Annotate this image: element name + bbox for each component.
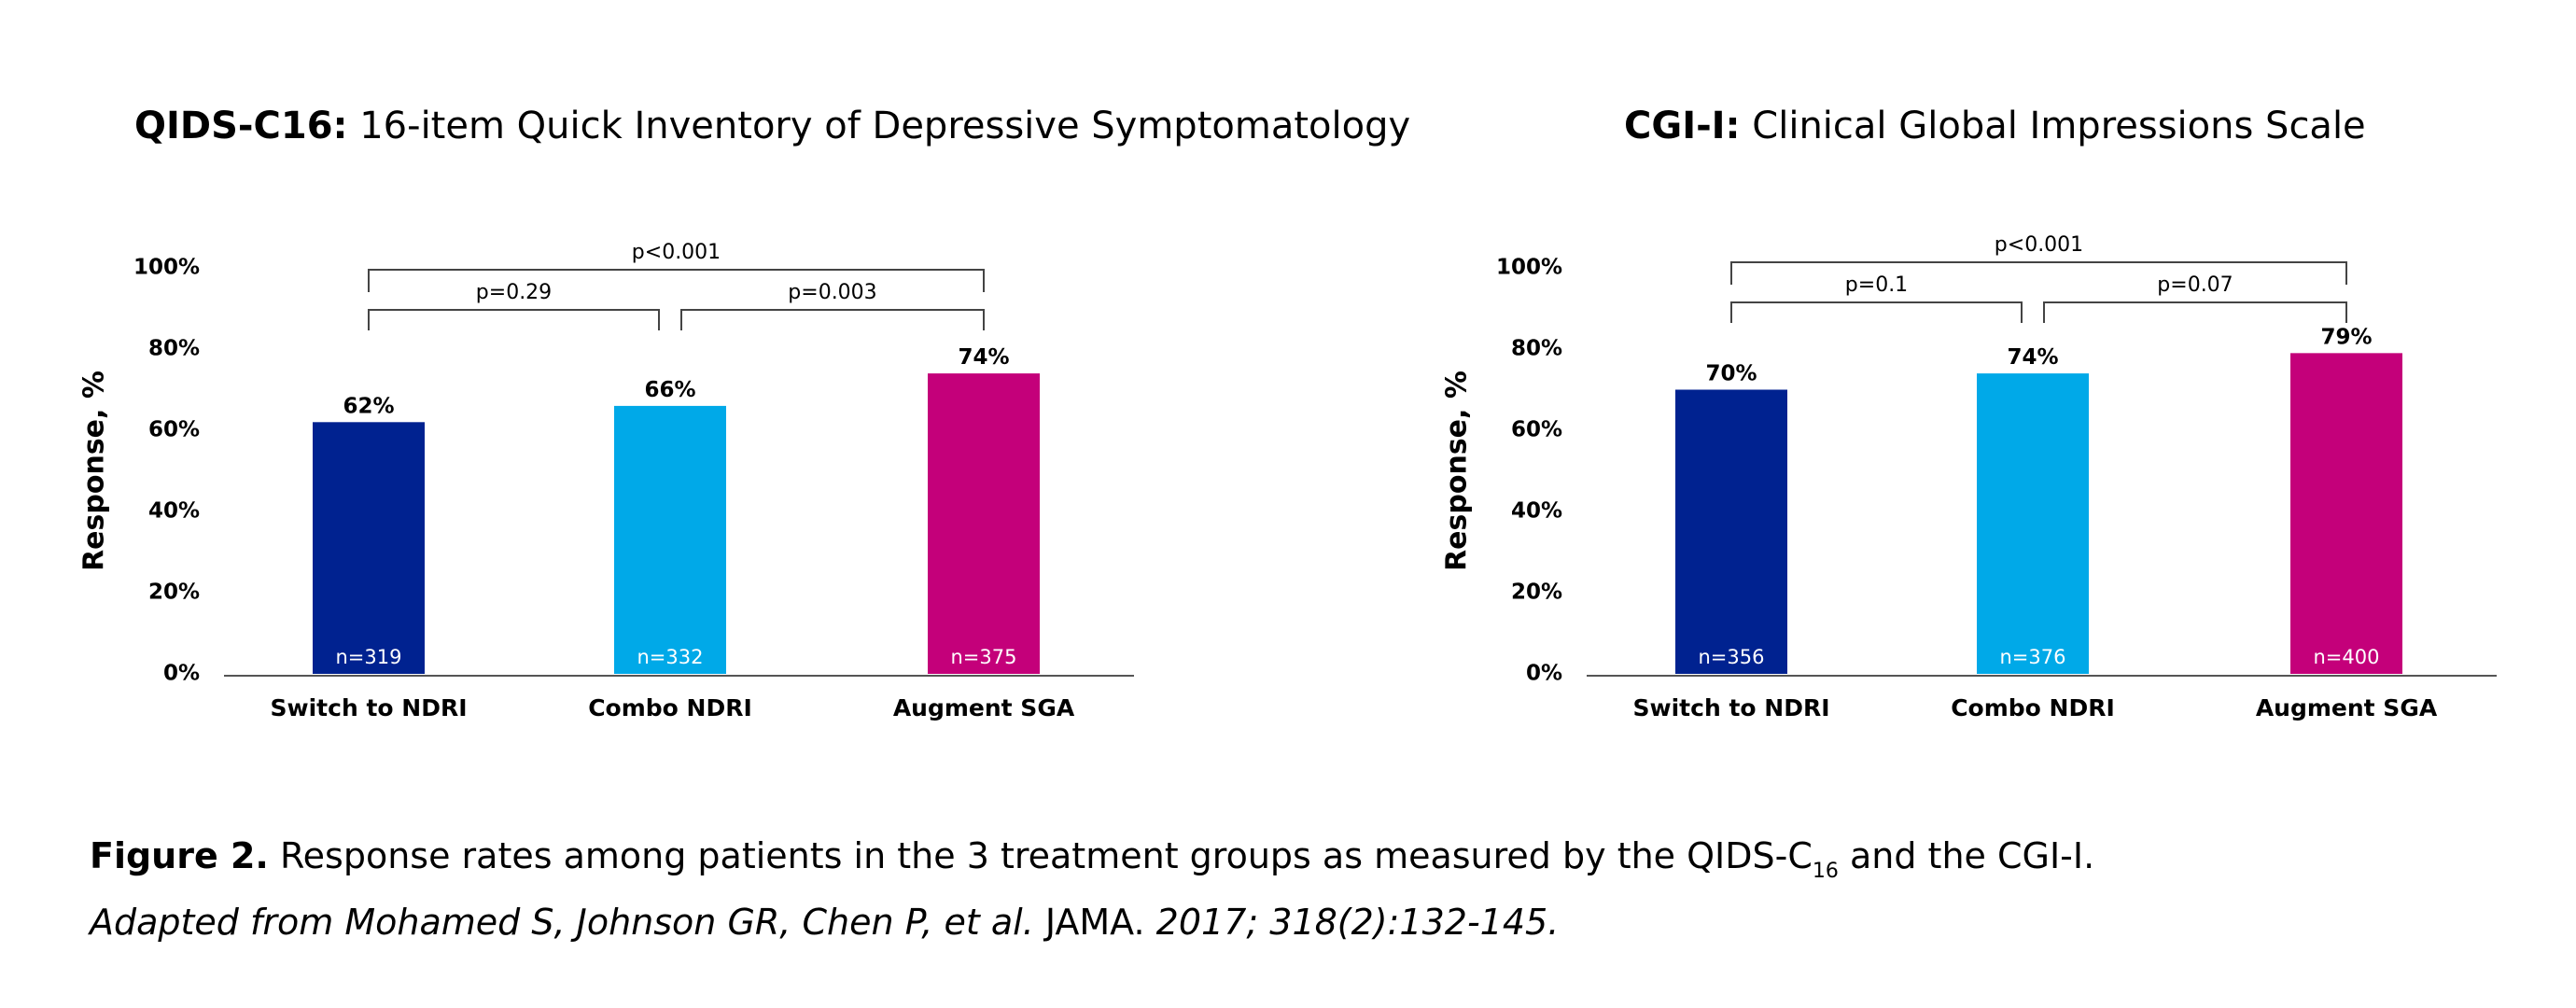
- y-tick-label: 20%: [1511, 581, 1562, 605]
- citation-tail: 2017; 318(2):132-145.: [1155, 902, 1560, 943]
- x-tick-label: Augment SGA: [893, 694, 1075, 721]
- y-tick-label: 100%: [133, 256, 200, 280]
- y-tick-label: 20%: [148, 581, 200, 605]
- bar-value-label: 74%: [958, 345, 1009, 370]
- x-tick-label: Switch to NDRI: [271, 694, 468, 721]
- citation-authors: Adapted from Mohamed S, Johnson GR, Chen…: [90, 902, 1034, 943]
- chart-title-text: 16-item Quick Inventory of Depressive Sy…: [359, 105, 1411, 147]
- x-tick-label: Combo NDRI: [588, 694, 752, 721]
- y-tick-label: 60%: [1511, 418, 1562, 442]
- significance-bracket: [368, 269, 985, 292]
- bar-n-label: n=375: [951, 646, 1017, 668]
- bar-n-label: n=332: [637, 646, 704, 668]
- bar: [313, 422, 425, 674]
- y-tick-label: 40%: [148, 499, 200, 524]
- p-value-label: p=0.07: [2157, 273, 2233, 297]
- chart-title-text: Clinical Global Impressions Scale: [1752, 105, 2366, 147]
- significance-bracket: [680, 309, 985, 330]
- y-tick-label: 60%: [148, 418, 200, 442]
- bar-n-label: n=376: [2000, 646, 2066, 668]
- p-value-label: p<0.001: [1995, 233, 2083, 257]
- chart-title-bold: CGI-I:: [1624, 105, 1741, 147]
- y-tick-label: 80%: [148, 337, 200, 361]
- bar-n-label: n=356: [1699, 646, 1765, 668]
- y-tick-label: 40%: [1511, 499, 1562, 524]
- significance-bracket: [1730, 261, 2347, 285]
- caption-text: Response rates among patients in the 3 t…: [279, 835, 1813, 876]
- p-value-label: p<0.001: [632, 241, 721, 264]
- bar-value-label: 74%: [2007, 345, 2058, 370]
- p-value-label: p=0.1: [1845, 273, 1908, 297]
- p-value-label: p=0.29: [476, 281, 552, 304]
- x-tick-label: Switch to NDRI: [1633, 694, 1830, 721]
- y-tick-label: 100%: [1496, 256, 1562, 280]
- x-tick-label: Combo NDRI: [1951, 694, 2115, 721]
- y-tick-label: 0%: [1526, 662, 1562, 686]
- bar: [614, 405, 726, 674]
- figure-caption: Figure 2. Response rates among patients …: [90, 831, 2094, 947]
- y-tick-label: 80%: [1511, 337, 1562, 361]
- citation-journal: JAMA.: [1044, 902, 1145, 943]
- x-tick-label: Augment SGA: [2256, 694, 2438, 721]
- bar: [928, 373, 1040, 674]
- chart-title-qids: QIDS-C16: 16-item Quick Inventory of Dep…: [134, 105, 1410, 147]
- cgi-bar-chart: Response, % 0% 20% 40% 60% 80% 100% 70% n=356 Swi…: [1441, 233, 2497, 721]
- caption-subscript: 16: [1812, 860, 1839, 883]
- bar-value-label: 66%: [644, 378, 695, 402]
- chart-title-bold: QIDS-C16:: [134, 105, 348, 147]
- significance-bracket: [368, 309, 660, 330]
- bar-value-label: 70%: [1705, 362, 1757, 386]
- y-tick-label: 0%: [163, 662, 200, 686]
- caption-line-2: Adapted from Mohamed S, Johnson GR, Chen…: [90, 897, 2094, 947]
- significance-bracket: [1730, 301, 2023, 323]
- significance-bracket: [2043, 301, 2347, 323]
- bar-value-label: 62%: [343, 394, 394, 418]
- y-axis-label: Response, %: [78, 371, 111, 571]
- bar-n-label: n=319: [336, 646, 402, 668]
- bar: [2290, 353, 2402, 674]
- bar-value-label: 79%: [2320, 325, 2372, 349]
- caption-text-after: and the CGI-I.: [1849, 835, 2095, 876]
- caption-line-1: Figure 2. Response rates among patients …: [90, 831, 2094, 897]
- y-axis-label: Response, %: [1441, 371, 1474, 571]
- bar: [1977, 373, 2089, 674]
- bar: [1675, 389, 1787, 674]
- p-value-label: p=0.003: [788, 281, 876, 304]
- figure-label: Figure 2.: [90, 835, 269, 876]
- bar-n-label: n=400: [2314, 646, 2380, 668]
- chart-title-cgi: CGI-I: Clinical Global Impressions Scale: [1624, 105, 2366, 147]
- qids-bar-chart: Response, % 0% 20% 40% 60% 80% 100% 62% n=319 Swi…: [78, 241, 1134, 721]
